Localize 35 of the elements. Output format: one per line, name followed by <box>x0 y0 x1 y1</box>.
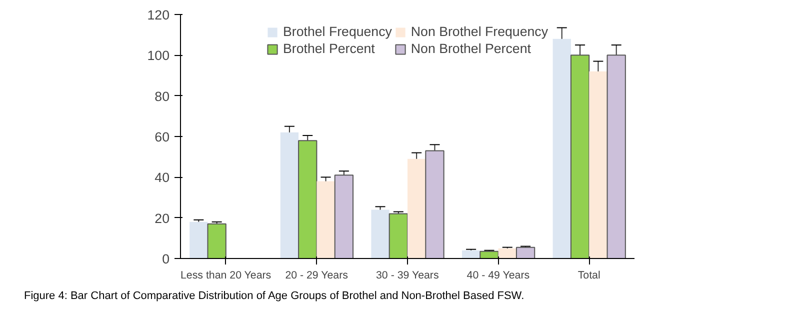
x-tick-label: Total <box>578 270 600 282</box>
bar <box>552 38 571 258</box>
bar <box>462 250 480 258</box>
bar <box>298 140 318 258</box>
bar <box>388 213 408 258</box>
bar <box>425 150 444 258</box>
bar <box>334 174 354 258</box>
bar <box>190 222 208 258</box>
x-tick-label: 40 - 49 Years <box>466 270 530 282</box>
bar <box>207 223 226 258</box>
legend-label: Non Brothel Frequency <box>410 24 548 39</box>
y-tick-label: 100 <box>147 48 170 64</box>
bar <box>408 158 426 258</box>
x-tick-label: Less than 20 Years <box>180 270 272 282</box>
legend-label: Brothel Frequency <box>283 24 392 39</box>
bar <box>280 132 299 258</box>
bar <box>498 248 516 258</box>
y-tick-label: 20 <box>154 210 170 226</box>
bar <box>480 250 499 258</box>
x-tick-label: 30 - 39 Years <box>376 270 439 282</box>
bar <box>316 181 335 258</box>
bar <box>516 246 536 258</box>
legend-label: Non Brothel Percent <box>410 41 531 56</box>
y-tick-label: 80 <box>154 88 170 104</box>
legend-label: Brothel Percent <box>283 41 375 56</box>
x-tick-label: 20 - 29 Years <box>285 270 348 282</box>
y-tick-label: 0 <box>162 252 170 266</box>
caption: Figure 4: Bar Chart of Comparative Distribution of Age Groups of Brothel and Non-Brothel Based FSW. <box>24 289 524 304</box>
y-tick-label: 120 <box>147 8 170 22</box>
y-tick-label: 60 <box>154 130 170 144</box>
y-tick-label: 40 <box>154 170 170 186</box>
bar <box>570 54 590 258</box>
bar <box>606 54 626 258</box>
bar <box>371 210 390 258</box>
bar <box>589 71 608 258</box>
